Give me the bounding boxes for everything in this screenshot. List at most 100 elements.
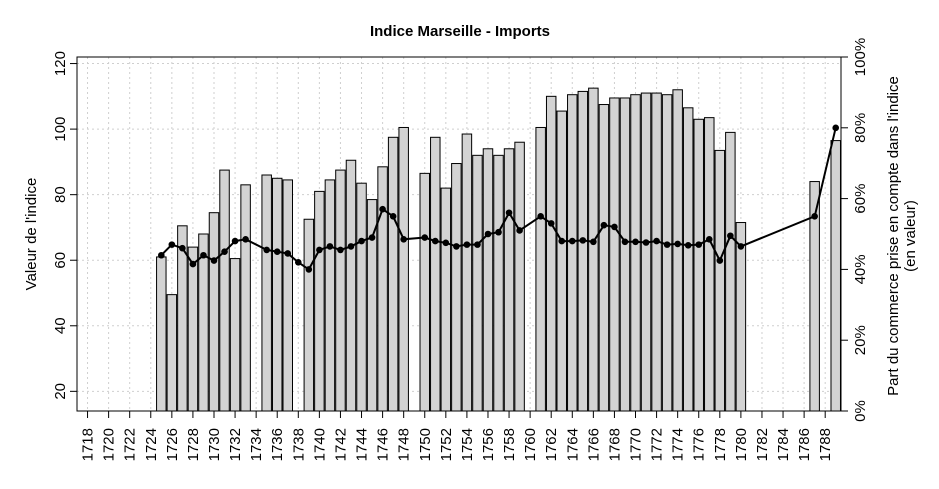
x-tick-label: 1758 [501,428,518,461]
x-tick-label: 1782 [754,428,771,461]
share-point-1777 [705,236,713,243]
x-tick-label: 1766 [585,428,602,461]
share-point-1741 [326,243,334,250]
share-point-1746 [379,205,386,213]
x-axis: 1718 1720 1722 1724 1726 1728 1730 1732 1734 1736… [80,411,834,461]
share-point-1780 [737,243,745,250]
y2-axis-label-line1: Part du commerce prise en compte dans l'… [885,76,902,396]
x-tick-label: 1764 [564,428,581,461]
x-tick-label: 1774 [670,428,687,461]
y-tick-label: 20 [52,383,69,400]
bar-1770 [630,94,641,412]
x-tick-label: 1772 [649,428,666,461]
x-tick-label: 1728 [185,428,202,461]
share-point-1757 [495,228,502,236]
share-point-1758 [505,209,513,217]
bar-1741 [324,179,336,412]
y2-tick-label: 40% [852,254,869,284]
bar-1756 [482,148,494,412]
y-tick-label: 60 [52,252,69,269]
share-point-1759 [516,227,523,234]
bar-1768 [609,97,620,412]
y-axis-left: 20 40 60 80 100 120 [52,51,77,400]
share-point-1764 [568,237,576,245]
y2-tick-label: 60% [852,184,869,214]
share-point-1739 [305,266,313,273]
bar-1733 [240,184,251,412]
bar-1728 [187,246,199,412]
y2-axis-label-line2: (en valeur) [902,200,919,272]
bar-1753 [451,163,462,412]
x-tick-label: 1770 [628,428,645,461]
share-point-1729 [200,251,207,259]
x-tick-label: 1732 [227,428,244,461]
x-tick-label: 1742 [332,428,349,461]
share-point-1732 [231,237,239,245]
y-axis-label: Valeur de l'indice [23,178,40,291]
share-point-1753 [453,243,460,250]
bar-1762 [545,95,557,412]
bars [156,87,841,412]
bar-1726 [166,294,178,412]
share-point-1726 [168,241,176,248]
share-point-1774 [674,240,681,248]
bar-1763 [556,110,567,412]
y-tick-label: 80 [52,186,69,203]
bar-1740 [314,190,325,412]
share-point-1762 [547,220,555,227]
share-line [158,124,840,273]
bar-1780 [735,222,747,412]
share-point-1740 [316,246,323,254]
x-tick-label: 1744 [354,428,371,461]
bar-1751 [430,136,441,412]
bar-1739 [303,218,315,412]
x-tick-label: 1752 [438,428,455,461]
share-point-1779 [727,232,734,240]
bar-1758 [503,148,515,412]
bar-1732 [229,258,241,412]
bar-1737 [282,179,294,412]
x-tick-label: 1726 [164,428,181,461]
x-tick-label: 1720 [101,428,118,461]
share-point-1771 [642,239,650,246]
bar-1765 [577,90,589,412]
x-tick-label: 1750 [417,428,434,461]
share-point-1742 [337,246,344,254]
share-point-1765 [579,237,587,244]
x-tick-label: 1762 [543,428,560,461]
bar-1759 [514,141,525,412]
bar-1772 [651,92,662,412]
bar-1774 [672,89,683,412]
share-point-1743 [347,243,355,250]
x-tick-label: 1740 [311,428,328,461]
share-point-1761 [537,213,544,220]
bar-1777 [704,117,715,412]
bar-1778 [714,149,726,412]
bar-1789 [830,140,841,412]
bar-1725 [156,256,167,412]
bar-1729 [198,233,209,412]
bar-1767 [598,104,610,412]
bar-1742 [335,169,346,412]
share-point-1725 [158,251,165,259]
y2-tick-label: 80% [852,113,869,143]
bar-1754 [461,133,473,412]
share-point-1787 [811,213,818,220]
share-point-1773 [663,241,671,248]
x-tick-label: 1760 [522,428,539,461]
bar-1757 [493,154,504,412]
x-tick-label: 1736 [269,428,286,461]
share-point-1767 [600,221,608,229]
y-tick-label: 40 [52,317,69,334]
y2-tick-label: 100% [852,38,869,76]
share-point-1770 [632,238,639,246]
share-point-1736 [273,248,281,255]
share-point-1728 [189,260,197,268]
share-point-1763 [558,237,566,245]
bar-1755 [472,154,483,412]
bar-1775 [682,107,694,412]
share-point-1776 [695,241,703,248]
x-tick-label: 1778 [712,428,729,461]
share-point-1735 [263,246,270,254]
